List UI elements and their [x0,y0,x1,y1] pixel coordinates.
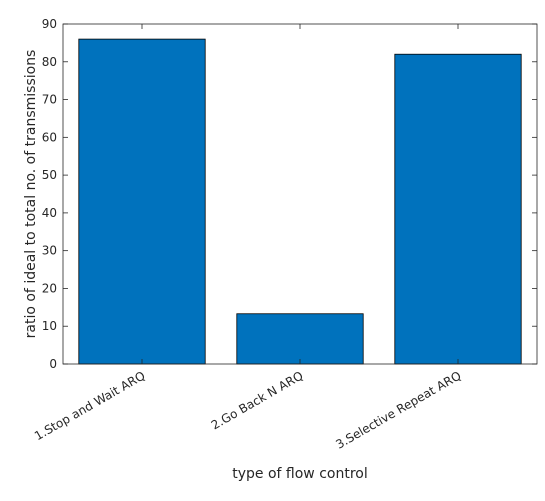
y-axis-label: ratio of ideal to total no. of transmiss… [23,50,39,339]
y-tick-label: 70 [42,93,57,107]
y-tick-label: 10 [42,319,57,333]
bars-group [78,38,522,365]
y-tick-label: 30 [42,244,57,258]
y-tick-label: 80 [42,55,57,69]
y-tick-label: 50 [42,168,57,182]
y-ticks-group: 0 10 20 30 40 50 60 70 80 90 [42,17,537,371]
bar-1 [78,38,206,365]
y-tick-label: 60 [42,130,57,144]
bar-2 [236,313,364,365]
bar-3 [394,53,522,365]
y-tick-label: 90 [42,17,57,31]
y-tick-label: 40 [42,206,57,220]
y-tick-label: 20 [42,281,57,295]
x-axis-label: type of flow control [232,466,367,482]
y-tick-label: 0 [49,357,57,371]
